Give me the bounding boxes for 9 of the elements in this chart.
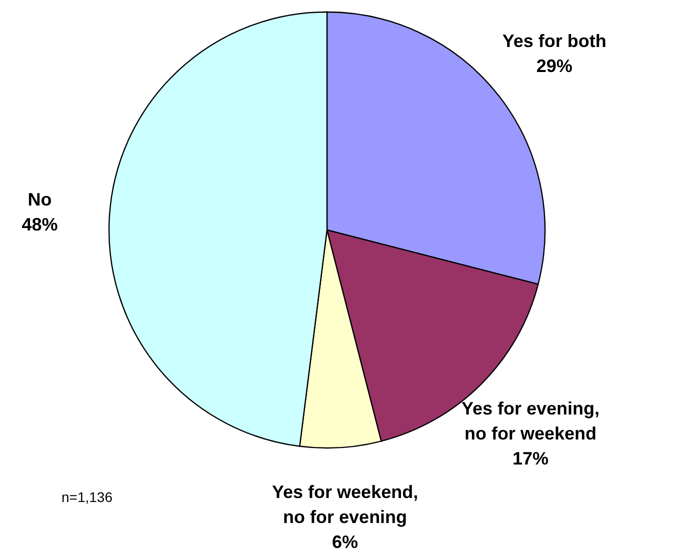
data-label: 17%: [512, 448, 548, 468]
data-label: 29%: [536, 56, 572, 76]
text: n=1,136: [62, 489, 113, 505]
slice-label: Yes for weekend, no for evening: [272, 482, 418, 528]
data-label: 48%: [22, 214, 58, 234]
data-label: 6%: [332, 532, 358, 552]
slice-label: No: [28, 189, 52, 210]
slice-label: Yes for both: [502, 31, 606, 52]
slice-label: Yes for evening, no for weekend: [461, 398, 600, 444]
